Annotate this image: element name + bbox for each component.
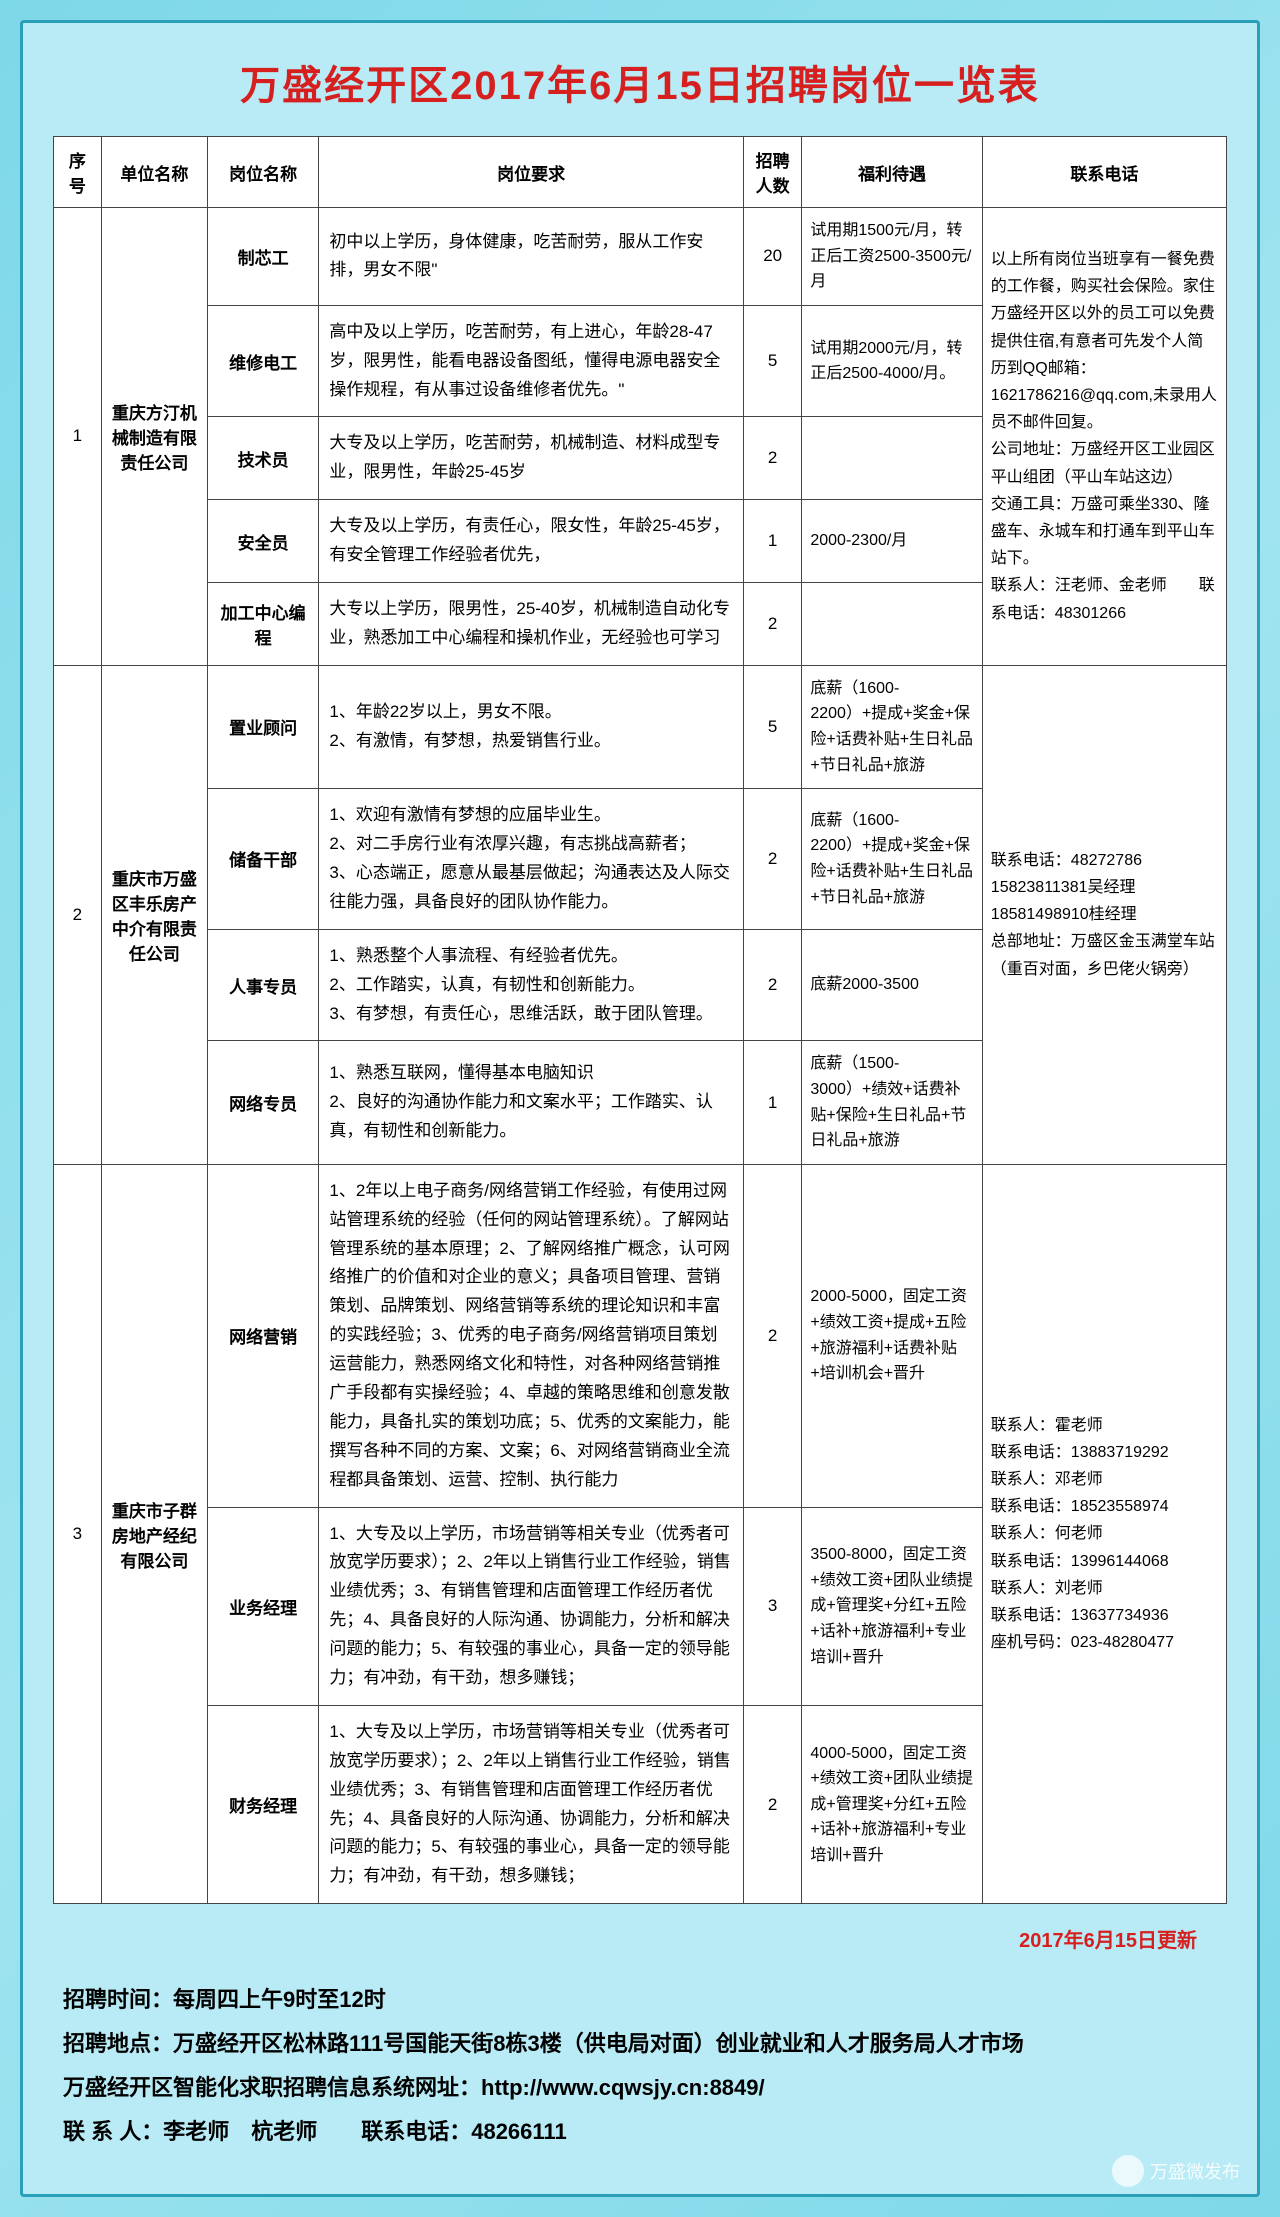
seq-cell: 3 (54, 1164, 102, 1903)
num-cell: 1 (743, 500, 801, 583)
contact-cell: 以上所有岗位当班享有一餐免费的工作餐，购买社会保险。家住万盛经开区以外的员工可以… (982, 208, 1226, 666)
table-row: 1 重庆方汀机械制造有限责任公司 制芯工 初中以上学历，身体健康，吃苦耐劳，服从… (54, 208, 1227, 306)
num-cell: 2 (743, 789, 801, 930)
contact-cell: 联系电话：4827278615823811381吴经理18581498910桂经… (982, 665, 1226, 1164)
req-cell: 1、熟悉互联网，懂得基本电脑知识2、良好的沟通协作能力和文案水平；工作踏实、认真… (319, 1041, 744, 1164)
benefit-cell: 2000-2300/月 (802, 500, 982, 583)
num-cell: 2 (743, 417, 801, 500)
req-cell: 大专以上学历，限男性，25-40岁，机械制造自动化专业，熟悉加工中心编程和操机作… (319, 583, 744, 666)
req-cell: 1、大专及以上学历，市场营销等相关专业（优秀者可放宽学历要求）；2、2年以上销售… (319, 1705, 744, 1903)
th-contact: 联系电话 (982, 137, 1226, 208)
footer-info: 招聘时间：每周四上午9时至12时 招聘地点：万盛经开区松林路111号国能天街8栋… (53, 1978, 1227, 2154)
benefit-cell: 2000-5000，固定工资+绩效工资+提成+五险+旅游福利+话费补贴+培训机会… (802, 1164, 982, 1507)
footer-line: 招聘地点：万盛经开区松林路111号国能天街8栋3楼（供电局对面）创业就业和人才服… (63, 2022, 1227, 2066)
poster-container: 万盛经开区2017年6月15日招聘岗位一览表 序号 单位名称 岗位名称 岗位要求… (20, 20, 1260, 2197)
num-cell: 2 (743, 1164, 801, 1507)
benefit-cell: 试用期1500元/月，转正后工资2500-3500元/月 (802, 208, 982, 306)
post-cell: 维修电工 (207, 305, 318, 417)
req-cell: 大专及以上学历，有责任心，限女性，年龄25-45岁，有安全管理工作经验者优先， (319, 500, 744, 583)
th-req: 岗位要求 (319, 137, 744, 208)
req-cell: 1、熟悉整个人事流程、有经验者优先。2、工作踏实，认真，有韧性和创新能力。3、有… (319, 929, 744, 1041)
update-date: 2017年6月15日更新 (53, 1924, 1197, 1953)
benefit-cell: 试用期2000元/月，转正后2500-4000/月。 (802, 305, 982, 417)
benefit-cell: 底薪（1600-2200）+提成+奖金+保险+话费补贴+生日礼品+节日礼品+旅游 (802, 665, 982, 788)
req-cell: 1、大专及以上学历，市场营销等相关专业（优秀者可放宽学历要求）；2、2年以上销售… (319, 1507, 744, 1705)
num-cell: 2 (743, 1705, 801, 1903)
footer-line: 联 系 人：李老师 杭老师 联系电话：48266111 (63, 2110, 1227, 2154)
post-cell: 安全员 (207, 500, 318, 583)
post-cell: 置业顾问 (207, 665, 318, 788)
contact-cell: 联系人：霍老师联系电话：13883719292联系人：邓老师联系电话：18523… (982, 1164, 1226, 1903)
company-cell: 重庆方汀机械制造有限责任公司 (101, 208, 207, 666)
req-cell: 初中以上学历，身体健康，吃苦耐劳，服从工作安排，男女不限" (319, 208, 744, 306)
post-cell: 网络营销 (207, 1164, 318, 1507)
post-cell: 人事专员 (207, 929, 318, 1041)
num-cell: 3 (743, 1507, 801, 1705)
benefit-cell (802, 417, 982, 500)
table-row: 2 重庆市万盛区丰乐房产中介有限责任公司 置业顾问 1、年龄22岁以上，男女不限… (54, 665, 1227, 788)
benefit-cell: 4000-5000，固定工资+绩效工资+团队业绩提成+管理奖+分红+五险+话补+… (802, 1705, 982, 1903)
company-cell: 重庆市万盛区丰乐房产中介有限责任公司 (101, 665, 207, 1164)
company-cell: 重庆市子群房地产经纪有限公司 (101, 1164, 207, 1903)
num-cell: 2 (743, 929, 801, 1041)
th-num: 招聘人数 (743, 137, 801, 208)
num-cell: 5 (743, 665, 801, 788)
benefit-cell (802, 583, 982, 666)
post-cell: 财务经理 (207, 1705, 318, 1903)
seq-cell: 2 (54, 665, 102, 1164)
post-cell: 网络专员 (207, 1041, 318, 1164)
num-cell: 1 (743, 1041, 801, 1164)
th-post: 岗位名称 (207, 137, 318, 208)
jobs-table: 序号 单位名称 岗位名称 岗位要求 招聘人数 福利待遇 联系电话 1 重庆方汀机… (53, 136, 1227, 1904)
req-cell: 高中及以上学历，吃苦耐劳，有上进心，年龄28-47岁，限男性，能看电器设备图纸，… (319, 305, 744, 417)
th-seq: 序号 (54, 137, 102, 208)
num-cell: 20 (743, 208, 801, 306)
post-cell: 业务经理 (207, 1507, 318, 1705)
num-cell: 5 (743, 305, 801, 417)
watermark-text: 万盛微发布 (1150, 2158, 1240, 2184)
post-cell: 技术员 (207, 417, 318, 500)
footer-line: 万盛经开区智能化求职招聘信息系统网址：http://www.cqwsjy.cn:… (63, 2066, 1227, 2110)
footer-line: 招聘时间：每周四上午9时至12时 (63, 1978, 1227, 2022)
table-header: 序号 单位名称 岗位名称 岗位要求 招聘人数 福利待遇 联系电话 (54, 137, 1227, 208)
post-cell: 加工中心编程 (207, 583, 318, 666)
req-cell: 1、年龄22岁以上，男女不限。2、有激情，有梦想，热爱销售行业。 (319, 665, 744, 788)
num-cell: 2 (743, 583, 801, 666)
req-cell: 1、欢迎有激情有梦想的应届毕业生。2、对二手房行业有浓厚兴趣，有志挑战高薪者；3… (319, 789, 744, 930)
req-cell: 大专及以上学历，吃苦耐劳，机械制造、材料成型专业，限男性，年龄25-45岁 (319, 417, 744, 500)
benefit-cell: 底薪（1500-3000）+绩效+话费补贴+保险+生日礼品+节日礼品+旅游 (802, 1041, 982, 1164)
th-company: 单位名称 (101, 137, 207, 208)
table-row: 3 重庆市子群房地产经纪有限公司 网络营销 1、2年以上电子商务/网络营销工作经… (54, 1164, 1227, 1507)
th-benefit: 福利待遇 (802, 137, 982, 208)
benefit-cell: 底薪（1600-2200）+提成+奖金+保险+话费补贴+生日礼品+节日礼品+旅游 (802, 789, 982, 930)
benefit-cell: 底薪2000-3500 (802, 929, 982, 1041)
post-cell: 储备干部 (207, 789, 318, 930)
page-title: 万盛经开区2017年6月15日招聘岗位一览表 (53, 53, 1227, 111)
seq-cell: 1 (54, 208, 102, 666)
benefit-cell: 3500-8000，固定工资+绩效工资+团队业绩提成+管理奖+分红+五险+话补+… (802, 1507, 982, 1705)
req-cell: 1、2年以上电子商务/网络营销工作经验，有使用过网站管理系统的经验（任何的网站管… (319, 1164, 744, 1507)
post-cell: 制芯工 (207, 208, 318, 306)
watermark: 万盛微发布 (1112, 2155, 1240, 2187)
wechat-icon (1112, 2155, 1144, 2187)
